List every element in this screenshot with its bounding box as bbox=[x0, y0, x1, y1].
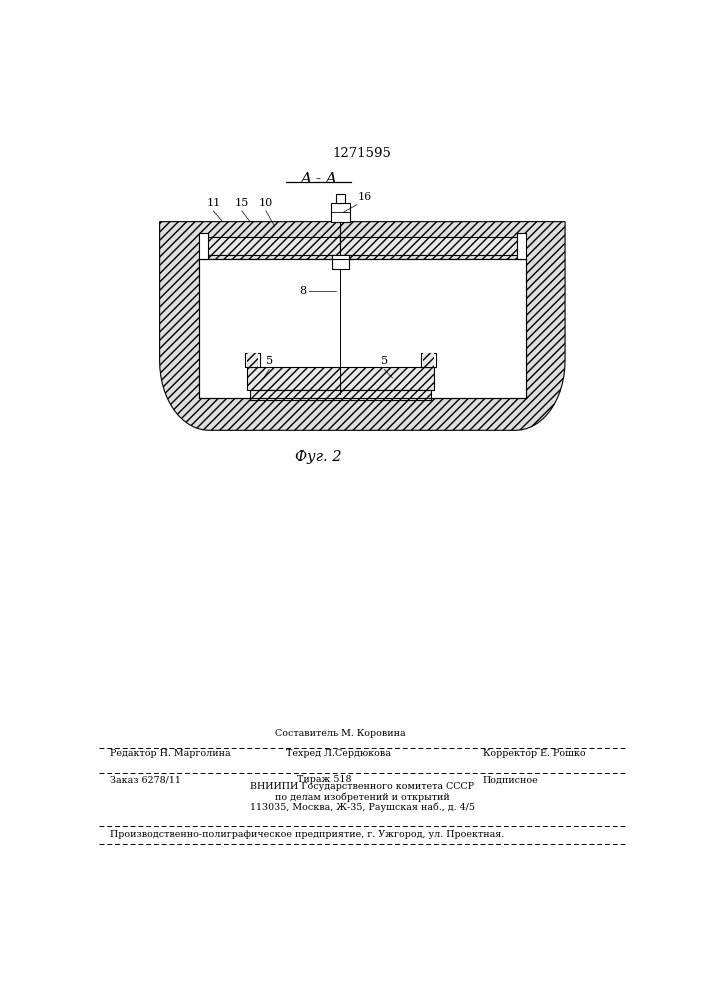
Bar bbox=[423, 353, 434, 367]
Text: 11: 11 bbox=[206, 198, 221, 208]
Text: 1271595: 1271595 bbox=[333, 147, 392, 160]
Text: Корректор Е. Рошко: Корректор Е. Рошко bbox=[483, 749, 585, 758]
Bar bbox=[247, 367, 433, 390]
Bar bbox=[421, 353, 436, 367]
Text: 5: 5 bbox=[266, 356, 273, 366]
Polygon shape bbox=[160, 222, 565, 430]
Text: по делам изобретений и открытий: по делам изобретений и открытий bbox=[275, 792, 450, 802]
Text: 10: 10 bbox=[259, 198, 273, 208]
Text: Редактор Н. Марголина: Редактор Н. Марголина bbox=[110, 749, 231, 758]
Text: 15: 15 bbox=[235, 198, 249, 208]
Bar bbox=[199, 233, 208, 259]
Bar bbox=[204, 237, 521, 255]
Text: Техред Л.Сердюкова: Техред Л.Сердюкова bbox=[286, 749, 390, 758]
Bar bbox=[331, 203, 350, 222]
Bar bbox=[332, 255, 349, 269]
Text: 113035, Москва, Ж-35, Раушская наб., д. 4/5: 113035, Москва, Ж-35, Раушская наб., д. … bbox=[250, 802, 475, 812]
Bar bbox=[336, 194, 345, 203]
Text: Тираж 518: Тираж 518 bbox=[297, 775, 351, 784]
Bar bbox=[250, 390, 431, 400]
Bar bbox=[517, 233, 525, 259]
Text: Составитель М. Коровина: Составитель М. Коровина bbox=[275, 729, 406, 738]
Text: 8: 8 bbox=[299, 286, 306, 296]
Text: ВНИИПИ Государственного комитета СССР: ВНИИПИ Государственного комитета СССР bbox=[250, 782, 474, 791]
Text: A - A: A - A bbox=[300, 172, 337, 186]
Text: Производственно-полиграфическое предприятие, г. Ужгород, ул. Проектная.: Производственно-полиграфическое предприя… bbox=[110, 830, 505, 839]
Text: 5: 5 bbox=[380, 356, 388, 366]
Bar bbox=[199, 259, 525, 398]
Text: Подписное: Подписное bbox=[483, 775, 539, 784]
Bar bbox=[247, 353, 257, 367]
Text: 16: 16 bbox=[358, 192, 372, 202]
Bar bbox=[245, 353, 260, 367]
Text: Фуг. 2: Фуг. 2 bbox=[296, 450, 341, 464]
Text: Заказ 6278/11: Заказ 6278/11 bbox=[110, 775, 181, 784]
